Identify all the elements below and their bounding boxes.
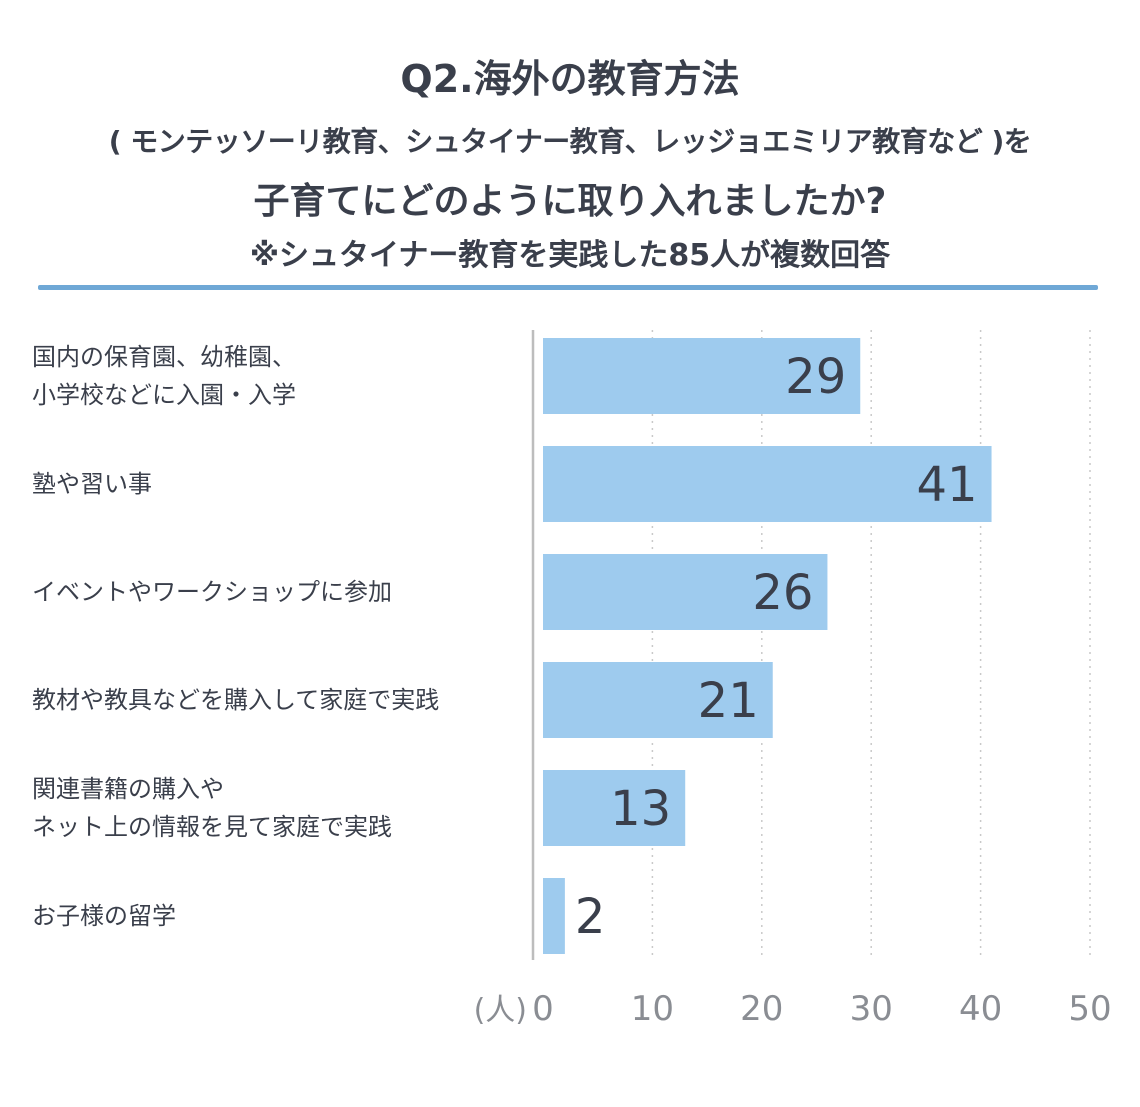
bar-value-label: 21	[698, 673, 759, 729]
x-tick-label: 20	[740, 989, 783, 1029]
category-label: 関連書籍の購入やネット上の情報を見て家庭で実践	[32, 770, 532, 846]
bar-value-label: 29	[785, 349, 846, 405]
bar	[543, 770, 686, 846]
category-label: 教材や教具などを購入して家庭で実践	[32, 681, 532, 719]
bar	[543, 878, 565, 954]
unit-label: (人)	[474, 993, 527, 1028]
x-tick-label: 40	[959, 989, 1002, 1029]
bar	[543, 554, 828, 630]
bar	[543, 338, 861, 414]
category-label: イベントやワークショップに参加	[32, 573, 532, 611]
category-label-line: 関連書籍の購入や	[32, 775, 224, 803]
x-tick-label: 50	[1068, 989, 1111, 1029]
bar-value-label: 13	[610, 781, 671, 837]
category-label: お子様の留学	[32, 897, 532, 935]
category-label: 塾や習い事	[32, 465, 532, 503]
bar	[543, 662, 773, 738]
title-main: 子育てにどのように取り入れましたか?	[253, 181, 887, 222]
bar-value-label: 41	[916, 457, 977, 513]
x-tick-label: 30	[850, 989, 893, 1029]
title-question: Q2.海外の教育方法	[400, 57, 740, 101]
category-label-line: 塾や習い事	[32, 470, 152, 498]
category-label-line: イベントやワークショップに参加	[32, 578, 392, 606]
x-tick-label: 10	[631, 989, 674, 1029]
title-divider	[38, 285, 1098, 290]
title-examples: ( モンテッソーリ教育、シュタイナー教育、レッジョエミリア教育など )を	[108, 125, 1032, 158]
category-label-line: 教材や教具などを購入して家庭で実践	[32, 686, 440, 714]
category-label-line: 国内の保育園、幼稚園、	[32, 343, 296, 371]
x-tick-label: 0	[532, 989, 554, 1029]
bar	[543, 446, 992, 522]
category-label-line: ネット上の情報を見て家庭で実践	[32, 813, 392, 841]
category-label-line: 小学校などに入園・入学	[32, 381, 296, 409]
bar-value-label: 2	[575, 889, 606, 945]
category-label: 国内の保育園、幼稚園、 小学校などに入園・入学	[32, 338, 532, 414]
title-note: ※シュタイナー教育を実践した85人が複数回答	[249, 238, 891, 273]
bar-value-label: 26	[752, 565, 813, 621]
category-label-line: お子様の留学	[32, 902, 176, 930]
